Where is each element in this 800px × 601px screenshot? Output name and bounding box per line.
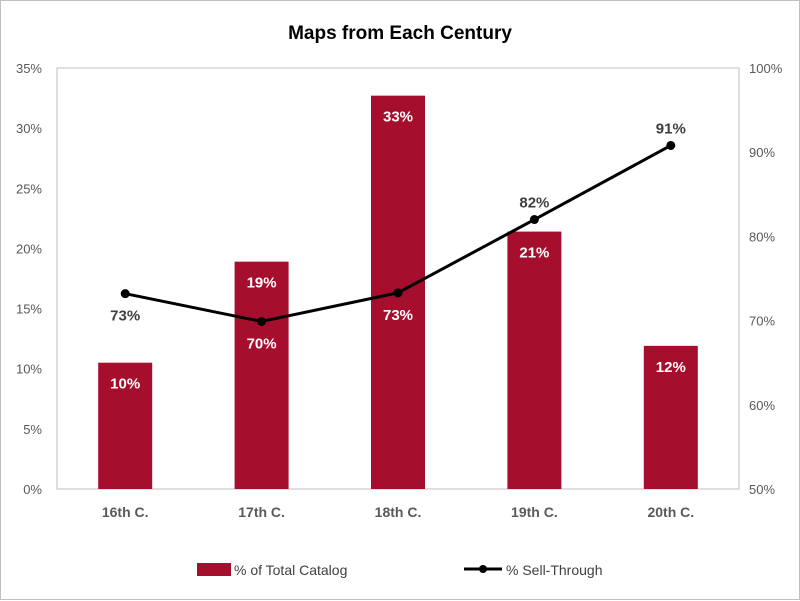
category-label: 19th C. xyxy=(511,504,558,520)
right-tick-label: 60% xyxy=(749,398,775,413)
left-tick-label: 20% xyxy=(16,241,42,256)
line-point xyxy=(529,215,539,225)
bar-value-label: 19% xyxy=(247,275,277,292)
left-axis: 0% 5% 10% 15% 20% 25% 30% 35% xyxy=(16,61,42,497)
right-tick-label: 100% xyxy=(749,61,783,76)
left-tick-label: 10% xyxy=(16,362,42,377)
bar-value-label: 10% xyxy=(110,376,140,393)
legend-bar-label: % of Total Catalog xyxy=(234,562,347,578)
line-value-label: 82% xyxy=(519,195,549,212)
bar-value-label: 21% xyxy=(519,245,549,262)
line-point xyxy=(666,140,676,150)
left-tick-label: 25% xyxy=(16,181,42,196)
line-value-label: 73% xyxy=(110,308,140,325)
bar-series xyxy=(98,95,698,490)
bar-value-label: 33% xyxy=(383,109,413,126)
category-label: 16th C. xyxy=(102,504,149,520)
category-label: 17th C. xyxy=(238,504,285,520)
right-tick-label: 90% xyxy=(749,145,775,160)
legend-bar-swatch xyxy=(197,563,231,576)
legend-line-label: % Sell-Through xyxy=(506,562,603,578)
left-tick-label: 5% xyxy=(23,422,42,437)
line-point xyxy=(257,316,267,326)
line-labels: 73% 70% 73% 82% 91% xyxy=(110,120,686,352)
bar xyxy=(234,261,289,489)
right-tick-label: 70% xyxy=(749,314,775,329)
category-label: 20th C. xyxy=(647,504,694,520)
bar xyxy=(643,345,698,489)
right-tick-label: 80% xyxy=(749,229,775,244)
left-tick-label: 0% xyxy=(23,482,42,497)
bar-value-label: 12% xyxy=(656,359,686,376)
line-point xyxy=(393,288,403,298)
bar-labels: 10% 19% 33% 21% 12% xyxy=(110,109,686,393)
bar xyxy=(98,362,153,489)
line-point xyxy=(120,289,130,299)
legend: % of Total Catalog % Sell-Through xyxy=(197,562,603,578)
line-value-label: 70% xyxy=(247,335,277,352)
right-axis: 50% 60% 70% 80% 90% 100% xyxy=(749,61,783,497)
line-value-label: 73% xyxy=(383,307,413,324)
left-tick-label: 30% xyxy=(16,121,42,136)
left-tick-label: 15% xyxy=(16,302,42,317)
line-value-label: 91% xyxy=(656,120,686,137)
legend-line-marker xyxy=(479,565,487,573)
bar xyxy=(507,231,562,490)
category-label: 18th C. xyxy=(375,504,422,520)
chart-title: Maps from Each Century xyxy=(288,23,512,44)
category-axis: 16th C. 17th C. 18th C. 19th C. 20th C. xyxy=(102,504,694,520)
left-tick-label: 35% xyxy=(16,61,42,76)
right-tick-label: 50% xyxy=(749,482,775,497)
line-series xyxy=(120,140,676,326)
